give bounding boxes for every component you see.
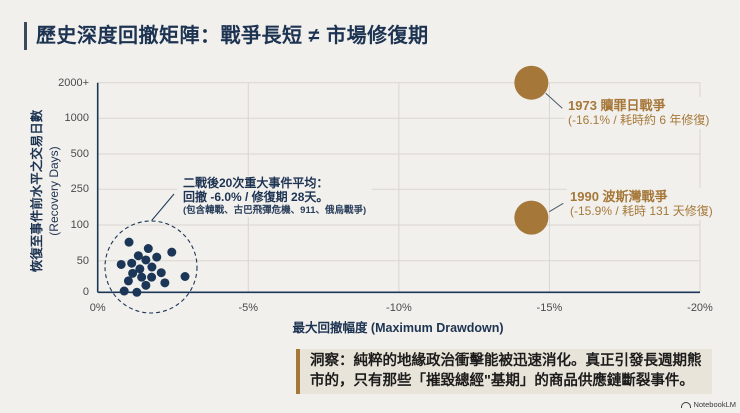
y-axis-label-main: 恢復至事件前水平之交易日數	[30, 109, 44, 273]
data-point	[147, 272, 157, 282]
y-tick-label: 0	[82, 286, 89, 299]
cluster-series	[116, 237, 190, 297]
axes	[96, 82, 700, 294]
event-title: 1990 波斯灣戰爭	[570, 189, 668, 204]
event-detail: (-15.9% / 耗時 131 天修復)	[570, 204, 713, 218]
x-tick-label: -15%	[536, 302, 563, 314]
war-events-series	[514, 65, 549, 235]
data-point	[141, 255, 151, 265]
notebooklm-logo-icon	[681, 402, 692, 409]
x-tick-label: 0%	[89, 302, 106, 314]
watermark-text: NotebookLM	[693, 400, 736, 409]
data-point	[127, 258, 137, 268]
data-point	[141, 280, 151, 290]
insight-line-1: 洞察：純粹的地緣政治衝擊能被迅速消化。真正引發長週期熊	[310, 353, 702, 369]
x-tick-label: -10%	[386, 302, 412, 314]
data-point	[167, 247, 177, 257]
event-data-point	[514, 65, 549, 100]
notebooklm-watermark: NotebookLM	[681, 400, 736, 410]
leader-line-1990	[549, 202, 564, 213]
data-point	[116, 259, 126, 269]
data-point	[133, 251, 143, 261]
data-point	[119, 286, 129, 296]
y-tick-label: 1000	[64, 112, 89, 125]
callout-line-1: 二戰後20次重大事件平均：	[183, 176, 329, 190]
y-axis-label: 恢復至事件前水平之交易日數 (Recovery Days)	[29, 101, 63, 281]
data-point	[123, 276, 133, 286]
y-tick-label: 2000+	[58, 76, 89, 89]
data-point	[135, 264, 145, 274]
cluster-highlight-circle	[104, 220, 198, 314]
y-tick-label: 50	[76, 254, 89, 267]
cluster-callout: 二戰後20次重大事件平均： 回撤 -6.0% / 修復期 28天。 (包含韓戰、…	[177, 176, 373, 217]
data-point	[124, 237, 134, 247]
data-point	[137, 272, 147, 282]
callout-line-2: 回撤 -6.0% / 修復期 28天。	[183, 190, 329, 204]
data-point	[132, 287, 142, 297]
x-axis-label: 最大回撤幅度 (Maximum Drawdown)	[292, 321, 504, 335]
data-point	[147, 262, 157, 272]
y-tick-label: 250	[70, 183, 89, 196]
event-data-point	[514, 200, 549, 235]
data-point	[143, 244, 153, 254]
y-axis-label-unit: (Recovery Days)	[47, 146, 61, 236]
title-accent-bar	[24, 22, 27, 50]
leader-line-1973	[545, 92, 563, 109]
data-point	[160, 278, 170, 288]
event-detail: (-16.1% / 耗時約 6 年修復)	[568, 113, 710, 127]
cluster-leader-line	[151, 193, 175, 221]
data-point	[128, 268, 138, 278]
data-point	[156, 268, 166, 278]
insight-box: 洞察：純粹的地緣政治衝擊能被迅速消化。真正引發長週期熊 市的，只有那些「摧毀總經…	[296, 349, 712, 394]
event-label-1990: 1990 波斯灣戰爭 (-15.9% / 耗時 131 天修復)	[567, 188, 721, 220]
x-tick-label: -20%	[687, 302, 713, 314]
y-tick-label: 100	[70, 219, 89, 231]
data-point	[180, 272, 190, 281]
x-tick-label: -5%	[238, 302, 259, 314]
data-point	[152, 252, 162, 262]
event-label-1973: 1973 贖罪日戰爭 (-16.1% / 耗時約 6 年修復)	[565, 97, 718, 129]
callout-line-3: (包含韓戰、古巴飛彈危機、911、俄烏戰爭)	[183, 205, 367, 216]
y-tick-label: 500	[70, 148, 89, 160]
event-title: 1973 贖罪日戰爭	[568, 98, 666, 113]
insight-line-2: 市的，只有那些「摧毀總經"基期」的商品供應鏈斷裂事件。	[310, 373, 694, 389]
page-title: 歷史深度回撤矩陣：戰爭長短 ≠ 市場修復期	[36, 25, 429, 47]
